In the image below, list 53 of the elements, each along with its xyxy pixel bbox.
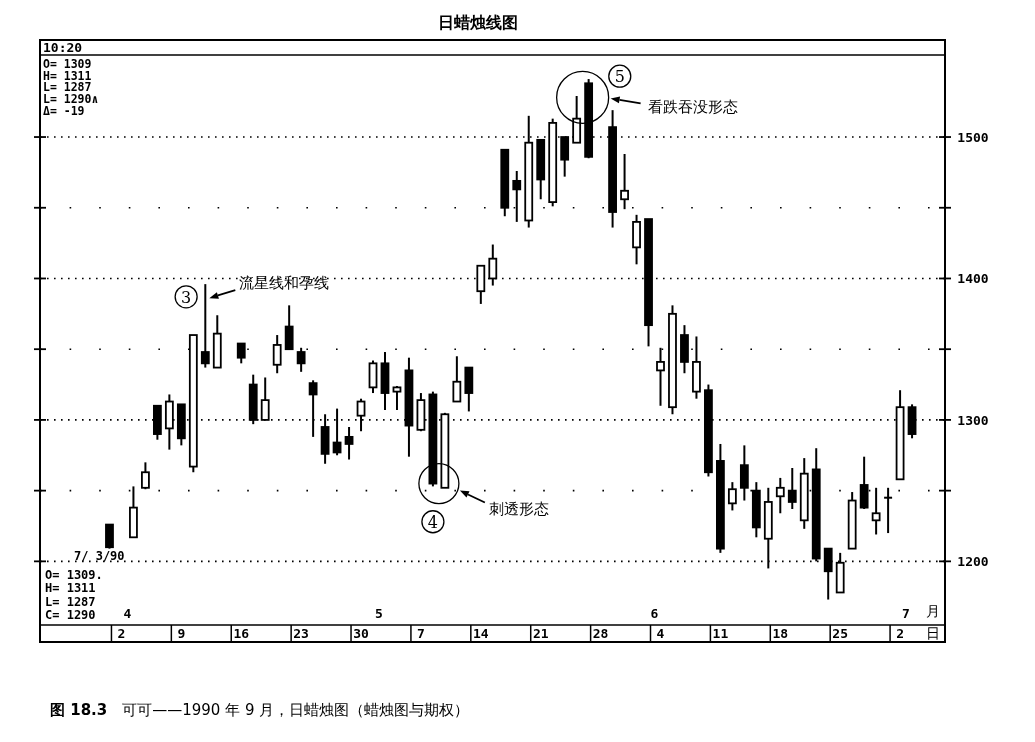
candlestick [272, 334, 282, 375]
x-tick-label: 25 [832, 626, 849, 641]
candlestick [871, 486, 881, 536]
chart-title: 日蜡烛线图 [437, 13, 518, 32]
annotation: 月 [926, 603, 940, 619]
y-tick-label: 1400 [957, 271, 989, 287]
annotation: 刺透形态 [488, 499, 549, 518]
candlestick [284, 304, 294, 351]
x-tick-label: 23 [293, 626, 309, 641]
x-tick-label: 4 [656, 626, 665, 641]
candlestick [620, 153, 629, 211]
x-tick-label: 2 [117, 626, 126, 641]
annotation: 5 [614, 67, 625, 87]
candlestick [452, 355, 462, 403]
annotation: 流星线和孕线 [239, 274, 330, 293]
x-tick-label: 7 [417, 626, 425, 641]
x-tick-label: 14 [472, 626, 489, 641]
candlestick [200, 283, 210, 369]
candlestick [727, 481, 737, 512]
x-tick-label: 2 [896, 626, 904, 641]
annotation: O= 1309 H= 1311 L= 1287 L= 1290∧ Δ= -19 [43, 57, 99, 118]
y-tick-label: 1300 [957, 412, 989, 428]
candlestick [392, 384, 402, 412]
annotation: 7/ 3/90 O= 1309. H= 1311 L= 1287 C= 1290 [45, 549, 125, 622]
annotation: 看跌吞没形态 [647, 98, 738, 117]
x-tick-label: 18 [772, 626, 789, 641]
x-tick-label: 9 [177, 626, 186, 641]
annotation: 7 [902, 606, 910, 621]
candlestick [787, 467, 797, 511]
y-tick-label: 1200 [957, 554, 989, 570]
annotation: 图 18.3 可可——1990 年 9 月，日蜡烛图（蜡烛图与期权） [50, 701, 470, 719]
annotation: 4 [427, 512, 438, 532]
x-tick-label: 16 [233, 626, 250, 641]
annotation: 10:20 [43, 40, 83, 55]
annotation: 5 [375, 606, 383, 621]
candlestick [739, 444, 749, 502]
candlestick [775, 476, 785, 515]
y-tick-label: 1500 [957, 130, 989, 146]
x-tick-label: 30 [353, 626, 370, 641]
annotation: 4 [123, 606, 132, 621]
candlestick [141, 461, 150, 491]
x-tick-label: 28 [592, 626, 609, 641]
x-tick-label: 11 [712, 626, 729, 641]
annotation: 6 [650, 606, 659, 621]
x-tick-label: 21 [532, 626, 549, 641]
annotation: 3 [181, 287, 192, 307]
candlestick [488, 243, 498, 287]
candlestick [883, 486, 894, 535]
annotation: 日 [926, 625, 940, 641]
candlestick [823, 547, 833, 601]
candlestick [344, 425, 354, 461]
candlestick [105, 523, 114, 550]
candlestick [296, 346, 306, 373]
